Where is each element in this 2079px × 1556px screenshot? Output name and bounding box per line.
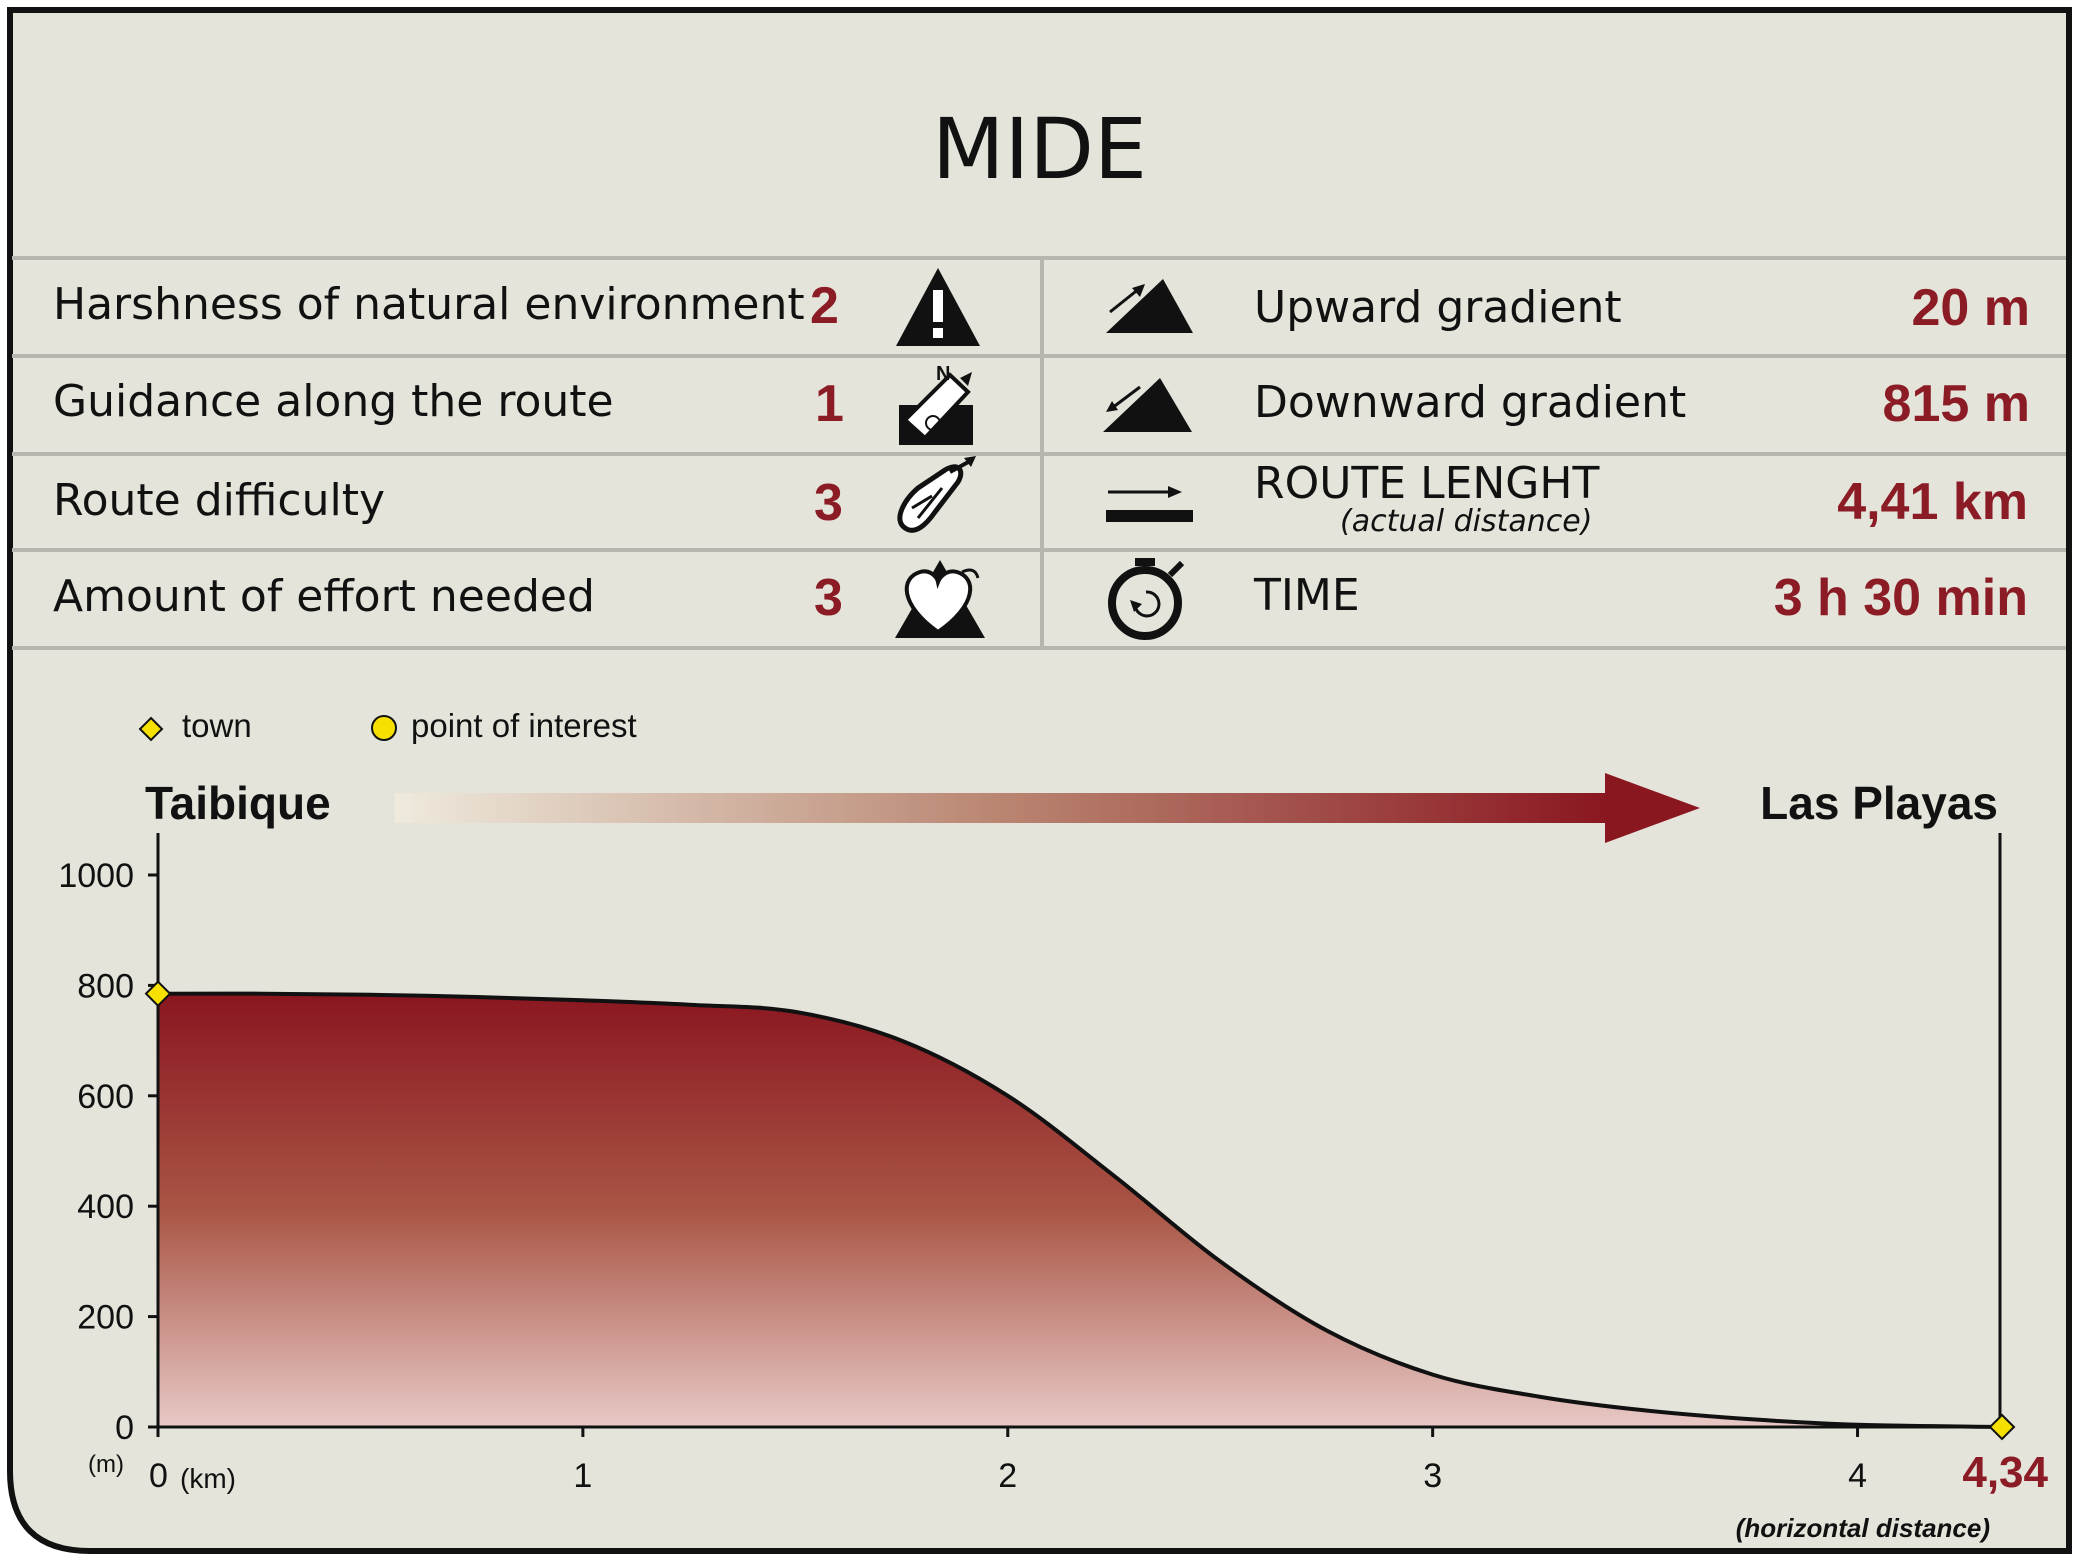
x-tick-label: 4 [1848, 1457, 1867, 1495]
stat-label-downward: Downward gradient [1254, 377, 1687, 428]
stat-value-downward: 815 m [1882, 375, 2030, 433]
y-tick-label: 400 [77, 1188, 134, 1226]
stat-sublabel-length: (actual distance) [1340, 504, 1593, 539]
rating-value-harshness: 2 [810, 277, 839, 335]
rating-label-effort: Amount of effort needed [53, 571, 595, 622]
mide-table-lines [12, 256, 2066, 650]
y-tick-label: 0 [115, 1409, 134, 1447]
x-tick-label: 1 [573, 1457, 592, 1495]
footprint-icon [897, 456, 976, 533]
x-unit-label: (km) [180, 1463, 236, 1494]
rating-label-difficulty: Route difficulty [53, 475, 385, 526]
stat-value-length: 4,41 km [1837, 473, 2028, 531]
x-end-label: 4,34 [1962, 1448, 2048, 1497]
arrow-length-icon [1106, 486, 1193, 522]
heart-mountain-icon [895, 560, 985, 638]
y-tick-label: 600 [77, 1078, 134, 1116]
rating-value-guidance: 1 [815, 375, 844, 433]
warning-triangle-icon [896, 268, 980, 346]
stat-label-length: ROUTE LENGHT [1254, 458, 1600, 509]
y-unit-label: (m) [88, 1451, 124, 1478]
rating-label-guidance: Guidance along the route [53, 376, 614, 427]
town-marker [144, 980, 172, 1008]
x-tick-label: 3 [1423, 1457, 1442, 1495]
x-tick-label: 2 [998, 1457, 1017, 1495]
stat-value-upward: 20 m [1911, 279, 2030, 337]
stopwatch-icon [1108, 558, 1185, 640]
route-direction-arrow [395, 773, 1700, 843]
rating-label-harshness: Harshness of natural environment [53, 279, 805, 330]
poi-legend-marker [371, 715, 397, 741]
legend-poi-label: point of interest [411, 707, 637, 744]
legend-town-label: town [182, 707, 252, 744]
town-legend-marker [138, 716, 164, 742]
uphill-icon [1106, 279, 1193, 333]
stat-label-time: TIME [1254, 570, 1360, 621]
rating-value-difficulty: 3 [814, 474, 843, 532]
compass-signpost-icon: N [899, 363, 973, 445]
y-tick-label: 800 [77, 967, 134, 1005]
elevation-line [157, 991, 2003, 1429]
town-marker [1988, 1413, 2016, 1441]
elevation-profile-chart: 0 200 400 600 800 1000 0 1 2 3 4 (m) (km) 4,34 (h… [58, 833, 2049, 1543]
y-tick-label: 200 [77, 1299, 134, 1337]
svg-text:N: N [936, 363, 950, 385]
stat-value-time: 3 h 30 min [1773, 569, 2028, 627]
downhill-icon [1103, 378, 1192, 432]
page-title: MIDE [931, 100, 1147, 198]
x-tick-label: 0 [149, 1457, 168, 1495]
x-caption: (horizontal distance) [1736, 1513, 1990, 1543]
rating-value-effort: 3 [814, 569, 843, 627]
route-start-label: Taibique [145, 777, 331, 829]
y-tick-label: 1000 [58, 857, 134, 895]
elevation-area [158, 993, 2002, 1427]
route-end-label: Las Playas [1760, 777, 1998, 829]
stat-label-upward: Upward gradient [1254, 282, 1622, 333]
